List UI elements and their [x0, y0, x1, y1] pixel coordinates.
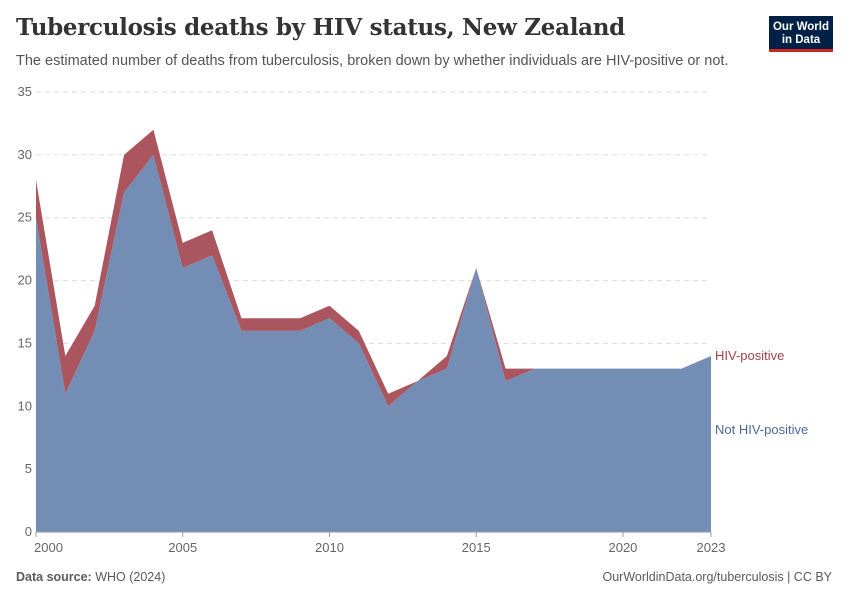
x-axis: 2000 2005 2010 2015 2020 2023 [34, 531, 726, 555]
logo-line-2: in Data [781, 34, 821, 46]
x-tick-label: 2005 [168, 540, 197, 555]
x-tick-label: 2000 [34, 540, 63, 555]
chart-title: Tuberculosis deaths by HIV status, New Z… [16, 14, 625, 41]
y-tick-label: 10 [18, 398, 32, 413]
y-tick-label: 20 [18, 273, 32, 288]
y-tick-label: 15 [18, 335, 32, 350]
owid-logo[interactable]: Our World in Data [769, 16, 833, 52]
label-hiv-positive: HIV-positive [715, 348, 784, 363]
y-tick-label: 35 [18, 84, 32, 99]
x-tick-label: 2023 [697, 540, 726, 555]
series-labels: HIV-positive Not HIV-positive [715, 348, 808, 437]
x-tick-label: 2010 [315, 540, 344, 555]
footer-url[interactable]: OurWorldinData.org/tuberculosis | CC BY [602, 570, 833, 584]
y-tick-label: 5 [25, 461, 32, 476]
data-source: Data source: WHO (2024) [16, 570, 165, 584]
x-tick-label: 2020 [608, 540, 637, 555]
x-tick-label: 2015 [462, 540, 491, 555]
y-tick-label: 25 [18, 210, 32, 225]
area-not-hiv-positive [36, 154, 711, 532]
data-source-label: Data source: [16, 570, 92, 584]
label-not-hiv-positive: Not HIV-positive [715, 422, 808, 437]
chart-subtitle: The estimated number of deaths from tube… [16, 53, 729, 69]
chart-areas [36, 129, 711, 532]
y-tick-label: 30 [18, 147, 32, 162]
logo-line-1: Our World [772, 21, 829, 33]
y-axis: 0 5 10 15 20 25 30 35 [18, 84, 32, 539]
y-tick-label: 0 [25, 524, 32, 539]
data-source-value: WHO (2024) [95, 570, 166, 584]
